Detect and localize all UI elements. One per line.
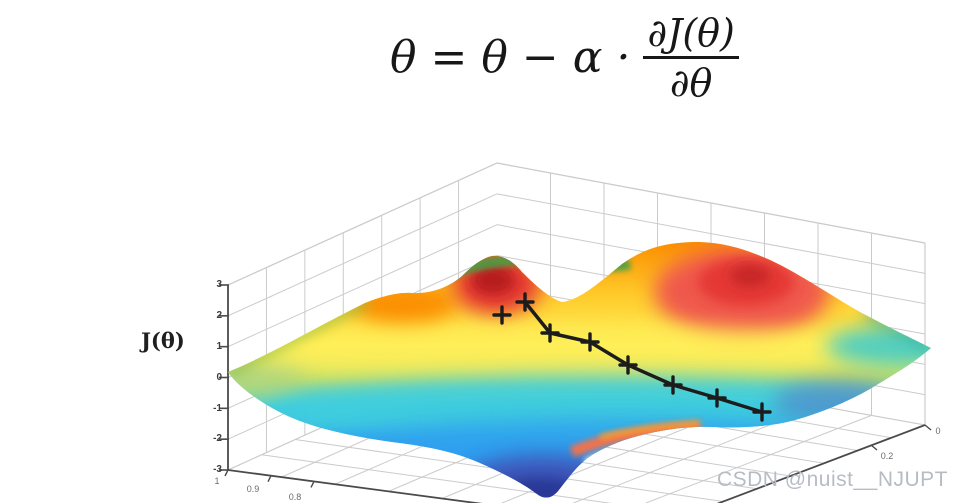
formula-alpha: α	[572, 32, 603, 83]
z-tick-n2: -2	[213, 433, 222, 444]
z-tick-n3: -3	[213, 464, 222, 475]
formula-cdot: ·	[616, 32, 631, 83]
z-tick-2: 2	[216, 310, 222, 321]
z-tick-1: 1	[216, 341, 222, 352]
z-tick-3: 3	[216, 279, 222, 290]
formula-theta-lhs: θ	[390, 32, 417, 83]
gradient-descent-formula: θ = θ − α · ∂J(θ) ∂θ	[383, 14, 739, 102]
gradient-descent-path	[492, 292, 772, 422]
y-tick-0p2: 0.2	[880, 451, 894, 461]
formula-fraction: ∂J(θ) ∂θ	[643, 11, 739, 105]
z-tick-n1: -1	[213, 403, 222, 414]
formula-theta-rhs: θ	[481, 32, 508, 83]
x-tick-0p9: 0.9	[246, 484, 260, 494]
formula-equals: =	[430, 32, 468, 83]
descent-plus-markers	[492, 292, 772, 422]
formula-fraction-bar	[643, 56, 739, 59]
cost-surface	[228, 242, 931, 498]
y-tick-0: 0	[935, 426, 941, 436]
z-tick-0: 0	[216, 372, 222, 383]
csdn-watermark: CSDN @nuist__NJUPT	[716, 468, 948, 491]
x-tick-0p8: 0.8	[288, 492, 302, 502]
formula-minus: −	[521, 32, 559, 83]
z-axis-label: J(θ)	[141, 328, 185, 353]
x-tick-1: 1	[214, 476, 220, 486]
formula-numerator: ∂J(θ)	[647, 11, 735, 55]
formula-denominator: ∂θ	[669, 61, 713, 105]
